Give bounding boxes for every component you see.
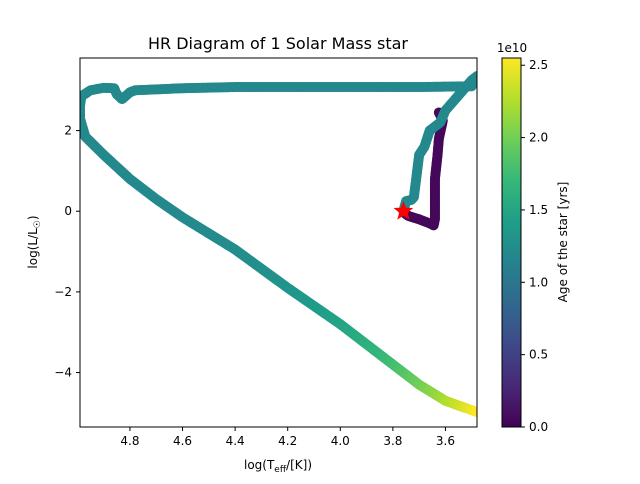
x-axis-label: log(Teff/[K]) bbox=[244, 458, 312, 475]
y-tick-label: 2 bbox=[64, 124, 72, 138]
colorbar-ticks: 0.0 0.5 1.0 1.5 2.0 2.5 bbox=[521, 58, 548, 434]
x-tick-label: 4.8 bbox=[120, 434, 139, 448]
colorbar-label: Age of the star [yrs] bbox=[556, 182, 570, 303]
colorbar: 0.0 0.5 1.0 1.5 2.0 2.5 1e10 Age of the star … bbox=[497, 41, 570, 434]
y-axis-label: log(L/L☉) bbox=[26, 215, 43, 268]
chart-title: HR Diagram of 1 Solar Mass star bbox=[148, 34, 408, 53]
colorbar-tick-label: 1.5 bbox=[529, 203, 548, 217]
colorbar-tick-label: 2.0 bbox=[529, 131, 548, 145]
x-tick-label: 4.6 bbox=[173, 434, 192, 448]
colorbar-gradient bbox=[501, 57, 522, 428]
x-tick-label: 3.8 bbox=[383, 434, 402, 448]
plot-frame bbox=[79, 57, 478, 428]
series-3 bbox=[80, 113, 477, 418]
series-2 bbox=[80, 71, 477, 124]
y-axis: 2 0 −2 −4 bbox=[54, 124, 80, 380]
colorbar-tick-label: 1.0 bbox=[529, 275, 548, 289]
data-point bbox=[472, 407, 477, 418]
x-tick-label: 4.2 bbox=[278, 434, 297, 448]
colorbar-tick-label: 0.5 bbox=[529, 348, 548, 362]
x-axis: 4.8 4.6 4.4 4.2 4.0 3.8 3.6 bbox=[120, 427, 455, 448]
zams-star-marker bbox=[393, 200, 414, 220]
x-tick-label: 3.6 bbox=[436, 434, 455, 448]
colorbar-tick-label: 0.0 bbox=[529, 420, 548, 434]
x-tick-label: 4.4 bbox=[226, 434, 245, 448]
x-tick-label: 4.0 bbox=[331, 434, 350, 448]
y-tick-label: 0 bbox=[64, 204, 72, 218]
y-tick-label: −4 bbox=[54, 366, 72, 380]
colorbar-offset-label: 1e10 bbox=[497, 41, 527, 55]
plot-area bbox=[80, 71, 477, 418]
y-tick-label: −2 bbox=[54, 285, 72, 299]
colorbar-tick-label: 2.5 bbox=[529, 58, 548, 72]
